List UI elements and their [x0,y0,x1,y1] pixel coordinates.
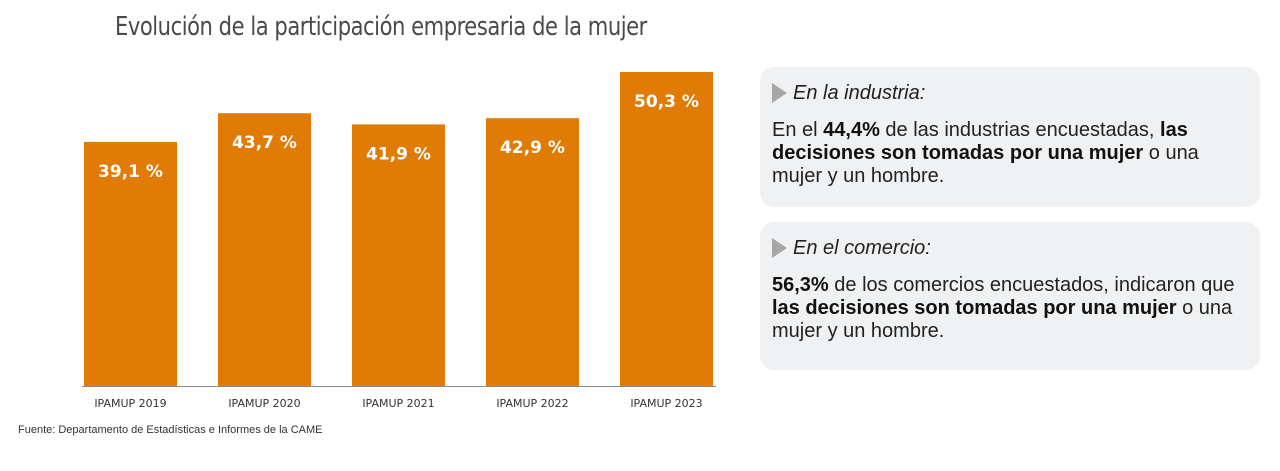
commerce-text-part: o una mujer y un hombre. [772,297,1233,342]
bar-value-label: 43,7 % [232,133,297,153]
commerce-card: En el comercio: 56,3% de los comercios e… [760,222,1260,370]
commerce-text-part: de los comercios encuestados, indicaron … [828,274,1235,296]
commerce-percent: 56,3% [772,274,829,296]
bar-chart: 39,1 % IPAMUP 2019 43,7 % IPAMUP 2020 41,9 %… [82,72,716,410]
industry-text-part: de las industrias encuestadas, [879,119,1161,141]
play-triangle-icon [772,238,787,258]
industry-text: En el 44,4% de las industrias encuestada… [772,119,1242,188]
bar-ipamup-2021 [352,124,445,386]
bar-value-label: 50,3 % [634,92,699,112]
bar-ipamup-2022 [486,118,579,387]
industry-emphasis: las decisiones son tomadas por una mujer [772,119,1188,164]
industry-heading: En la industria: [793,81,926,104]
industry-card: En la industria: En el 44,4% de las indu… [760,67,1260,207]
bar-ipamup-2019 [84,141,177,386]
bar-value-label: 42,9 % [500,138,565,158]
industry-percent: 44,4% [823,119,880,141]
industry-text-part: En el [772,119,824,141]
commerce-text: 56,3% de los comercios encuestados, indi… [772,274,1242,343]
x-tick-label: IPAMUP 2023 [630,397,702,410]
source-note: Fuente: Departamento de Estadísticas e I… [18,424,323,436]
x-tick-label: IPAMUP 2019 [94,397,166,410]
bar-value-label: 41,9 % [366,144,431,164]
bar-ipamup-2020 [218,113,311,386]
x-tick-label: IPAMUP 2020 [228,397,300,410]
chart-title: Evolución de la participación empresaria… [115,12,647,42]
commerce-emphasis: las decisiones son tomadas por una mujer [772,297,1177,319]
industry-text-part: o una mujer y un hombre. [772,142,1199,187]
x-tick-label: IPAMUP 2021 [362,397,434,410]
bar-value-label: 39,1 % [98,162,163,182]
x-tick-label: IPAMUP 2022 [496,397,568,410]
commerce-heading: En el comercio: [793,236,931,259]
play-triangle-icon [772,83,787,103]
bar-ipamup-2023 [620,72,713,386]
